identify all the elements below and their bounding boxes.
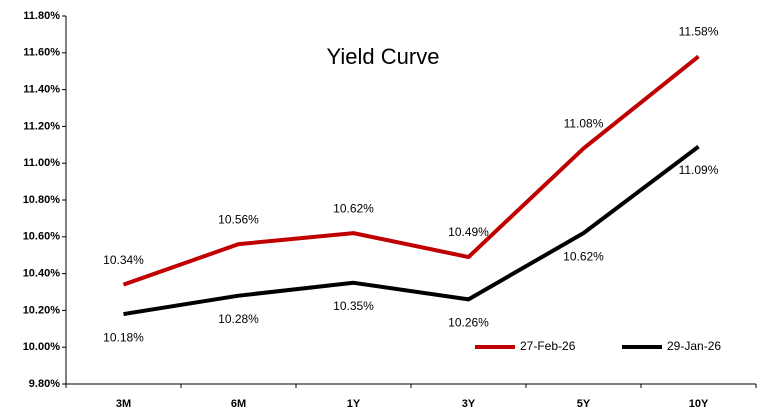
- y-tick-label: 11.20%: [23, 120, 60, 132]
- data-label: 10.28%: [218, 312, 259, 326]
- y-tick-label: 10.60%: [23, 231, 61, 243]
- data-label: 11.09%: [679, 163, 719, 177]
- series-line: [122, 54, 700, 287]
- y-tick-label: 11.60%: [23, 47, 60, 59]
- chart-title: Yield Curve: [327, 44, 440, 69]
- y-tick-label: 11.00%: [23, 157, 60, 169]
- data-label: 10.35%: [333, 299, 374, 313]
- legend-label: 27-Feb-26: [520, 339, 576, 353]
- x-tick-label: 3M: [116, 398, 131, 410]
- y-tick-label: 11.40%: [23, 84, 60, 96]
- series-line: [123, 145, 700, 317]
- data-label: 10.26%: [448, 316, 489, 330]
- y-tick-label: 10.00%: [23, 341, 61, 353]
- y-tick-label: 10.80%: [23, 194, 61, 206]
- y-tick-label: 9.80%: [29, 378, 60, 390]
- data-label: 10.62%: [333, 201, 374, 215]
- x-tick-label: 10Y: [689, 398, 709, 410]
- data-label: 10.18%: [103, 330, 144, 344]
- x-tick-label: 5Y: [577, 398, 591, 410]
- data-label: 10.34%: [103, 253, 144, 267]
- data-label: 10.49%: [448, 225, 489, 239]
- data-label: 11.58%: [679, 25, 719, 39]
- data-label: 10.62%: [563, 249, 604, 263]
- x-tick-label: 3Y: [462, 398, 476, 410]
- data-label: 11.08%: [564, 117, 604, 131]
- x-tick-label: 1Y: [347, 398, 361, 410]
- y-tick-label: 10.40%: [23, 268, 61, 280]
- y-tick-label: 11.80%: [23, 10, 60, 22]
- y-tick-label: 10.20%: [23, 304, 61, 316]
- x-tick-label: 6M: [231, 398, 246, 410]
- data-label: 10.56%: [218, 212, 259, 226]
- legend-label: 29-Jan-26: [667, 339, 721, 353]
